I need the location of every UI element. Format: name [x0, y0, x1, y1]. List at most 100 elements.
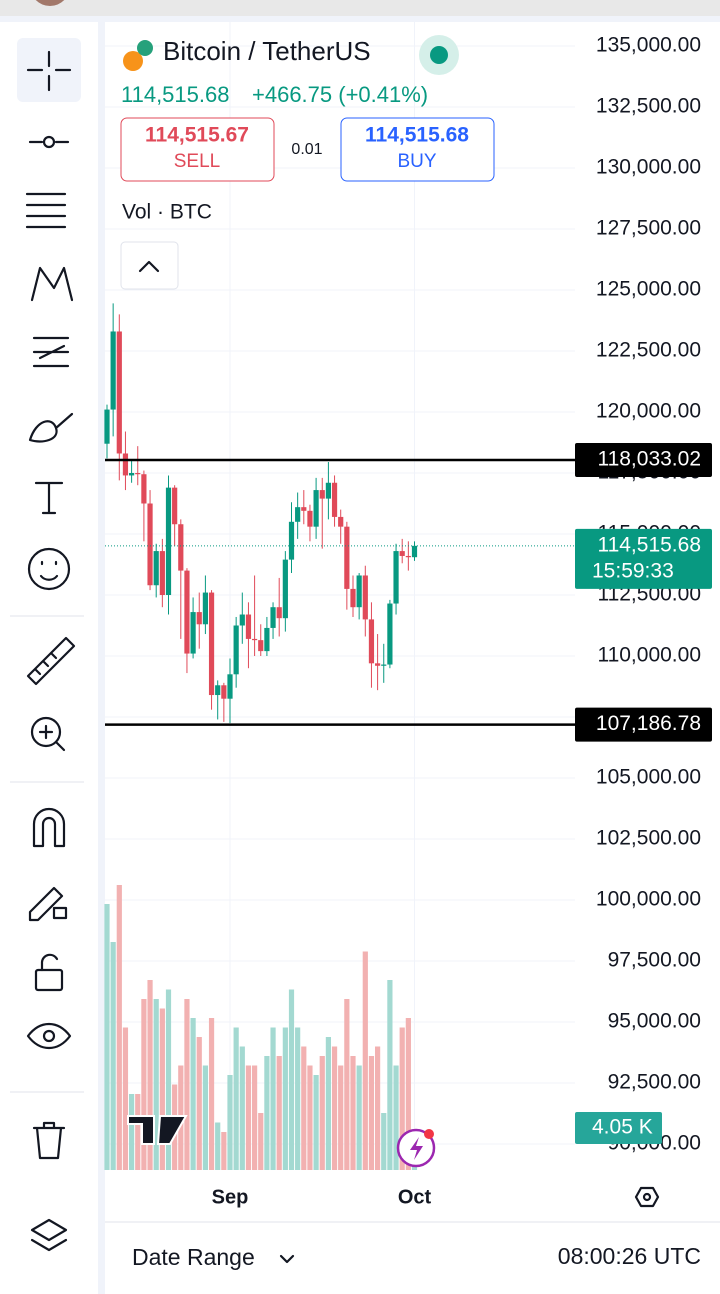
toolbar-icons[interactable]: [10, 38, 84, 1252]
line-icon-dot[interactable]: [42, 135, 56, 149]
volume-bar: [159, 1008, 165, 1170]
volume-label-bg: [575, 1112, 662, 1144]
ruler-icon[interactable]: [26, 636, 76, 686]
volume-bar: [129, 1094, 135, 1170]
countdown: 15:59:33: [592, 559, 674, 582]
volume-bar: [264, 1056, 270, 1170]
y-tick-label: 97,500.00: [608, 949, 701, 972]
change: +466.75 (+0.41%): [252, 82, 428, 107]
buy-button[interactable]: [340, 117, 495, 182]
buy-price[interactable]: 114,515.68: [365, 124, 469, 147]
volume-bar: [245, 1065, 252, 1170]
candle-body: [301, 507, 307, 511]
market-status: [430, 46, 448, 64]
lock-small[interactable]: [52, 906, 68, 920]
emoji-face[interactable]: [39, 560, 59, 581]
candle-body: [116, 331, 122, 454]
y-tick-label: 92,500.00: [608, 1071, 701, 1094]
volume-bar: [319, 1056, 325, 1170]
collapse-icon[interactable]: [138, 260, 160, 273]
volume-bar: [147, 980, 153, 1170]
volume-bar: [184, 999, 190, 1170]
volume-bar: [405, 1018, 411, 1170]
volume-bar: [196, 1037, 202, 1170]
settings-icon[interactable]: [634, 1186, 660, 1208]
volume-bar: [276, 1056, 282, 1170]
candle-body: [393, 551, 399, 604]
last-price-label: 114,515.68: [597, 533, 701, 556]
volume-legend: Vol · BTC: [122, 201, 212, 224]
magnet-icon[interactable]: [32, 807, 66, 848]
buy-label[interactable]: BUY: [397, 151, 436, 172]
candle-body: [129, 473, 135, 476]
candle-body: [141, 474, 147, 504]
tether-icon: [137, 40, 153, 56]
brush-icon[interactable]: [28, 412, 74, 443]
volume-bar: [239, 1046, 245, 1170]
volume-bar: [393, 1065, 399, 1170]
fib-icon[interactable]: [25, 192, 67, 229]
candle-body: [221, 685, 227, 699]
candle-body: [178, 524, 184, 571]
candle-body: [368, 619, 375, 664]
clock[interactable]: 08:00:26 UTC: [558, 1243, 701, 1269]
y-tick-label: 122,500.00: [596, 339, 701, 362]
settings-dot[interactable]: [642, 1192, 652, 1202]
price-line-label-bg: [575, 707, 712, 742]
y-tick-label: 135,000.00: [596, 34, 701, 57]
candle-body: [245, 614, 252, 639]
candle-body: [331, 482, 338, 517]
cross-icon[interactable]: [26, 50, 72, 92]
eye-icon[interactable]: [26, 1022, 72, 1050]
eye-pupil[interactable]: [42, 1029, 56, 1043]
y-tick-label: 132,500.00: [596, 95, 701, 118]
volume-bar: [110, 942, 116, 1170]
date-range[interactable]: Date Range: [132, 1244, 255, 1270]
y-tick-label: 130,000.00: [596, 156, 701, 179]
forecast-icon[interactable]: [32, 336, 70, 368]
unlock-shackle[interactable]: [40, 953, 59, 972]
layers-icon[interactable]: [30, 1218, 68, 1252]
zoom-icon[interactable]: [30, 716, 62, 748]
volume-bar: [301, 1046, 307, 1170]
pattern-icon[interactable]: [30, 266, 74, 302]
volume-bar: [313, 1075, 319, 1170]
text-icon[interactable]: [34, 481, 64, 515]
symbol[interactable]: Bitcoin / TetherUS: [163, 36, 371, 66]
date-range-caret[interactable]: [279, 1254, 295, 1264]
candle-body: [147, 503, 153, 586]
candle-body: [202, 592, 208, 625]
collapse-button[interactable]: [120, 241, 179, 290]
emoji-icon[interactable]: [27, 547, 71, 591]
trash-icon[interactable]: [32, 1121, 66, 1160]
candle-body: [276, 607, 282, 619]
zoom-plus[interactable]: [38, 724, 66, 752]
y-tick-label: 105,000.00: [596, 766, 701, 789]
volume-bar: [215, 1122, 221, 1170]
cross-tool-bg[interactable]: [17, 38, 81, 102]
candle-body: [405, 555, 411, 558]
volume-bar: [233, 1027, 239, 1170]
y-tick-label: 125,000.00: [596, 278, 701, 301]
volume-bar: [350, 1056, 356, 1170]
candle-body: [208, 592, 215, 696]
volume-bar: [295, 1027, 301, 1170]
candle-body: [233, 625, 239, 675]
notify-dot: [424, 1129, 434, 1139]
volume-bar: [116, 885, 122, 1170]
candle-body: [307, 510, 313, 527]
sell-label[interactable]: SELL: [174, 151, 220, 172]
sell-price[interactable]: 114,515.67: [145, 124, 249, 147]
pencil-icon[interactable]: [28, 886, 64, 922]
candle-body: [387, 603, 393, 665]
volume-bar: [190, 1018, 196, 1170]
y-tick-label: 102,500.00: [596, 827, 701, 850]
candle-body: [239, 614, 245, 626]
candle-body: [295, 507, 301, 522]
spark-icon[interactable]: [410, 1137, 423, 1160]
candle-body: [375, 663, 381, 666]
unlock-icon[interactable]: [34, 968, 64, 992]
candle-body: [258, 640, 264, 652]
volume-bar: [202, 1065, 208, 1170]
sell-button[interactable]: [120, 117, 275, 182]
